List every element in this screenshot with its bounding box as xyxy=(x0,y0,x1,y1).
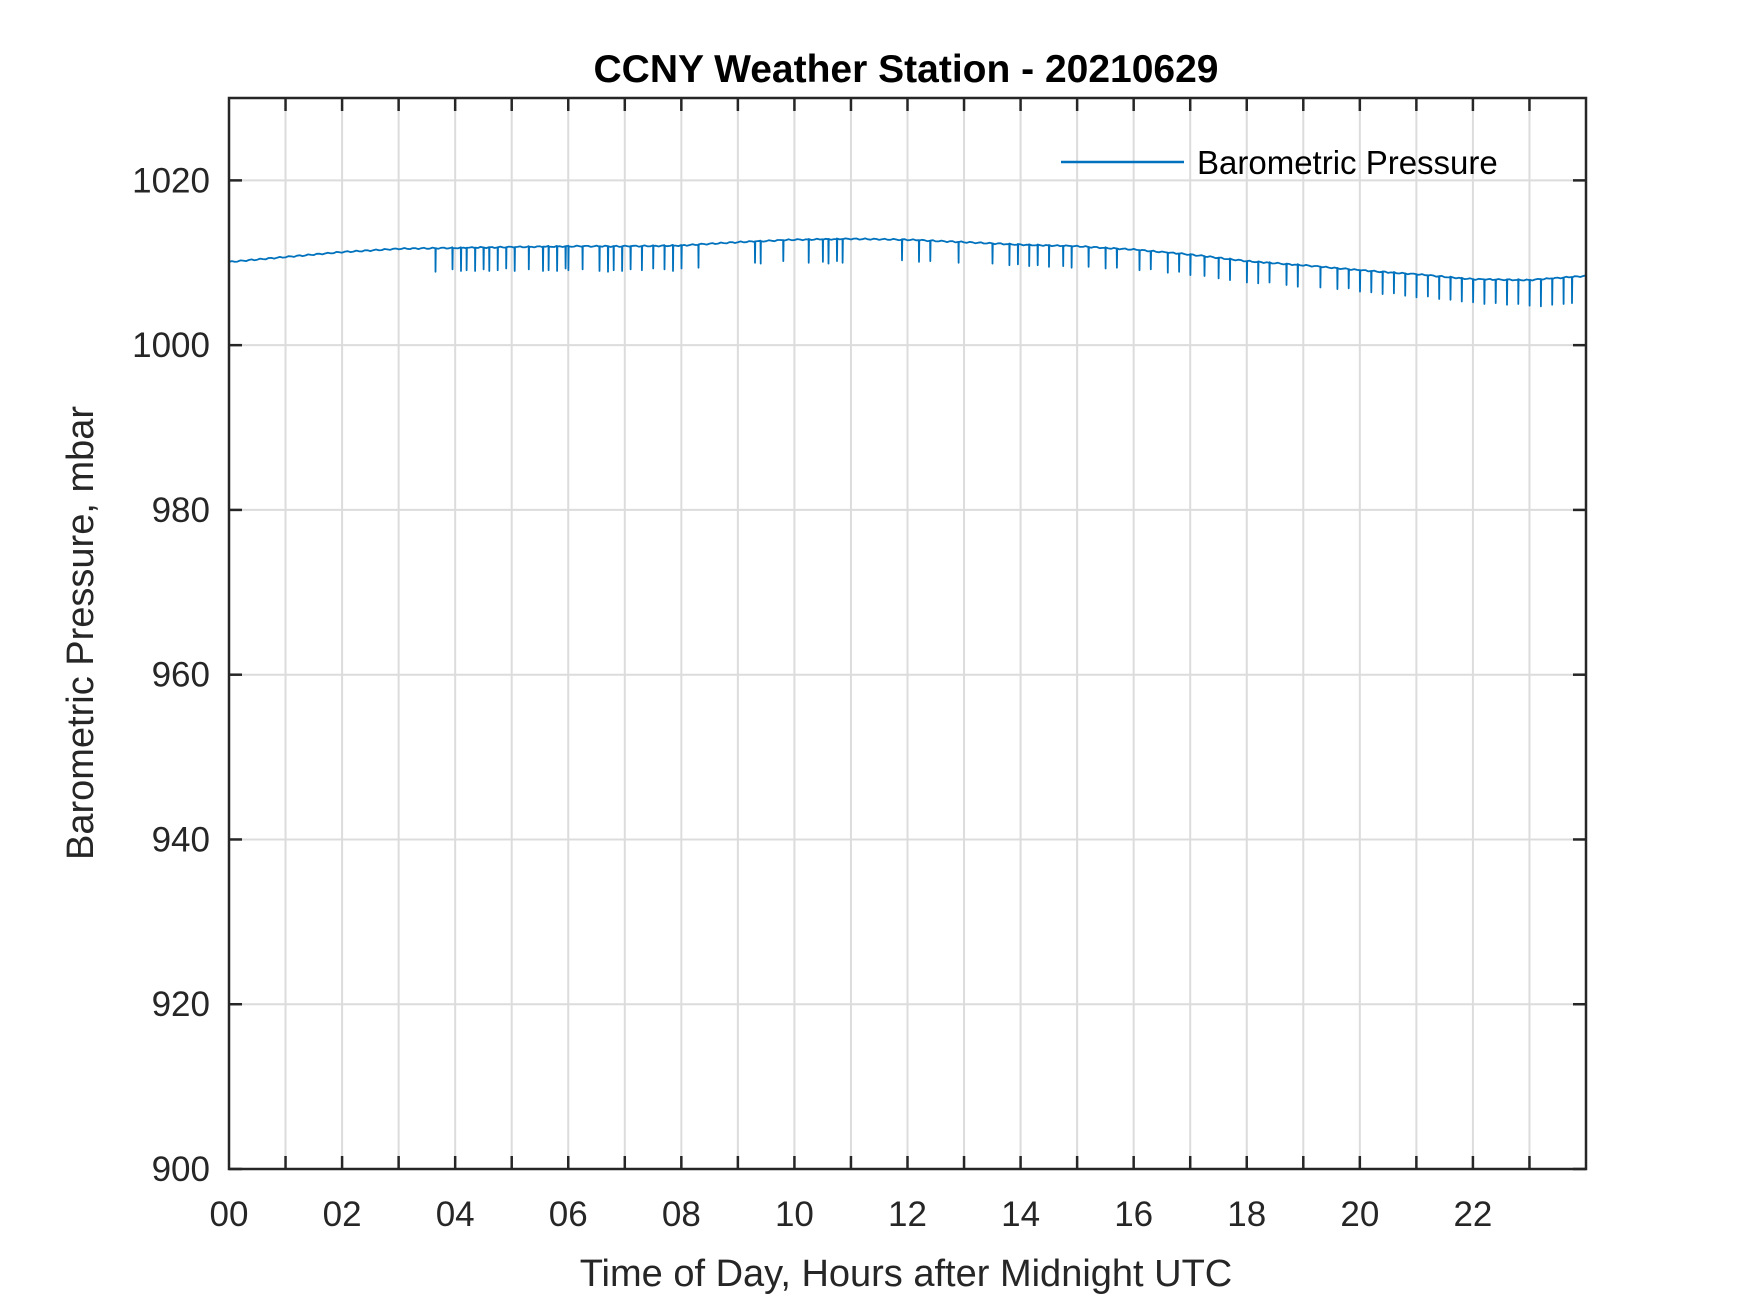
legend: Barometric Pressure xyxy=(1061,144,1498,181)
y-tick-label: 940 xyxy=(152,820,210,859)
x-tick-label: 22 xyxy=(1453,1195,1492,1234)
x-tick-label: 08 xyxy=(662,1195,701,1234)
x-tick-label: 02 xyxy=(323,1195,362,1234)
axes-box xyxy=(227,96,1588,1171)
x-tick-label: 06 xyxy=(549,1195,588,1234)
axis-ticks xyxy=(229,98,1586,1171)
y-tick-label: 980 xyxy=(152,491,210,530)
y-tick-label: 960 xyxy=(152,656,210,695)
barometric-pressure-line xyxy=(228,237,1587,308)
y-tick-label: 920 xyxy=(152,985,210,1024)
x-tick-label: 20 xyxy=(1340,1195,1379,1234)
series-layer xyxy=(228,237,1587,308)
y-tick-labels: 900 920 940 960 980 1000 1020 xyxy=(132,161,210,1189)
x-tick-label: 10 xyxy=(775,1195,814,1234)
x-axis-label: Time of Day, Hours after Midnight UTC xyxy=(580,1253,1233,1295)
x-tick-label: 14 xyxy=(1001,1195,1040,1234)
x-tick-label: 16 xyxy=(1114,1195,1153,1234)
x-tick-label: 12 xyxy=(888,1195,927,1234)
chart-title: CCNY Weather Station - 20210629 xyxy=(594,48,1219,91)
y-tick-label: 1000 xyxy=(132,326,210,365)
x-tick-labels: 00 02 04 06 08 10 12 14 16 18 20 22 xyxy=(210,1195,1493,1234)
x-tick-label: 18 xyxy=(1227,1195,1266,1234)
legend-label: Barometric Pressure xyxy=(1197,144,1498,181)
y-axis-label: Barometric Pressure, mbar xyxy=(60,406,102,860)
y-tick-label: 1020 xyxy=(132,161,210,200)
x-tick-label: 00 xyxy=(210,1195,249,1234)
grid-lines xyxy=(229,98,1586,1169)
x-tick-label: 04 xyxy=(436,1195,475,1234)
y-tick-label: 900 xyxy=(152,1150,210,1189)
